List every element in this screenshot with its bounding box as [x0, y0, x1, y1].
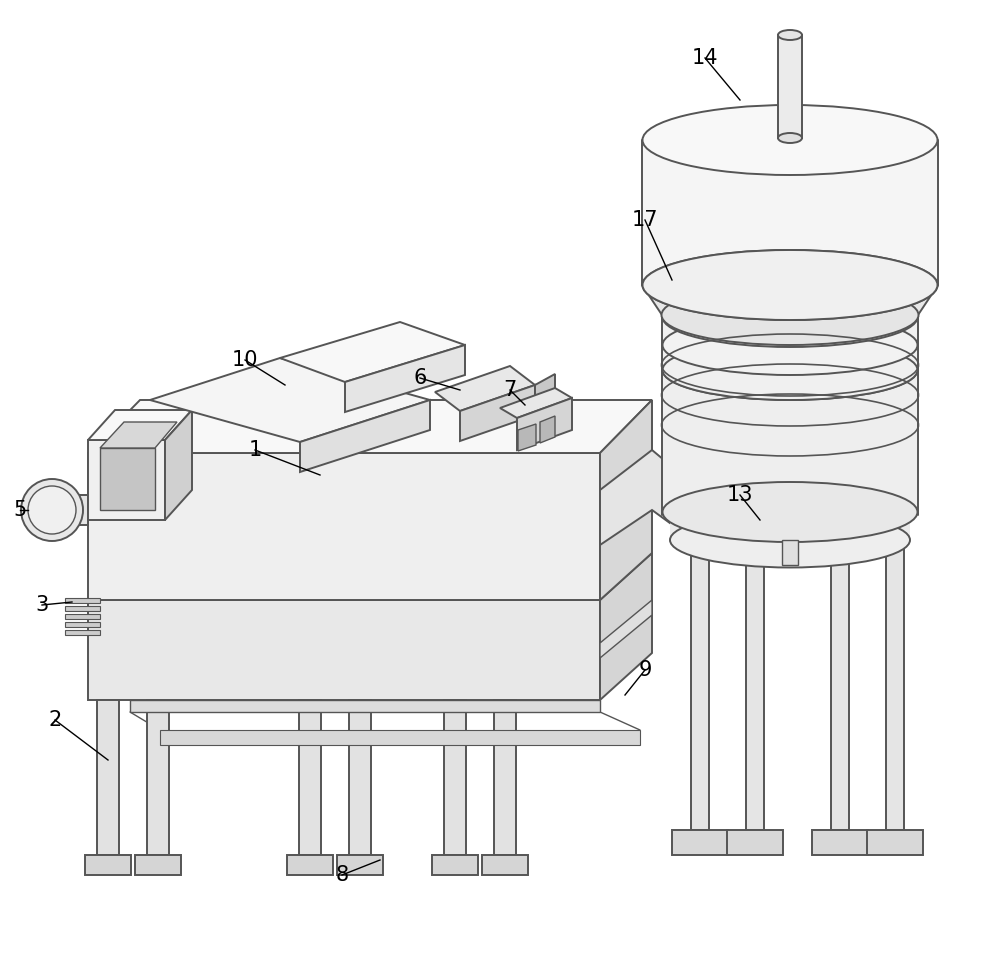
Polygon shape [160, 730, 640, 745]
Polygon shape [337, 855, 383, 875]
Ellipse shape [662, 287, 918, 347]
Ellipse shape [662, 482, 918, 542]
Ellipse shape [778, 133, 802, 143]
Polygon shape [85, 855, 131, 875]
Text: 14: 14 [692, 48, 718, 68]
Polygon shape [65, 622, 100, 627]
Text: 7: 7 [503, 380, 517, 400]
Polygon shape [778, 35, 802, 138]
Polygon shape [812, 830, 868, 855]
Polygon shape [88, 410, 192, 440]
Polygon shape [831, 530, 849, 830]
Polygon shape [662, 317, 918, 370]
Text: 6: 6 [413, 368, 427, 388]
Polygon shape [672, 830, 728, 855]
Polygon shape [746, 530, 764, 830]
Polygon shape [600, 450, 700, 545]
Polygon shape [444, 700, 466, 855]
Polygon shape [482, 855, 528, 875]
Polygon shape [642, 285, 938, 315]
Polygon shape [65, 606, 100, 611]
Polygon shape [600, 400, 652, 600]
Polygon shape [662, 340, 918, 512]
Polygon shape [88, 453, 600, 600]
Ellipse shape [642, 250, 938, 320]
Text: 5: 5 [13, 500, 27, 520]
Polygon shape [500, 388, 572, 418]
Ellipse shape [662, 340, 918, 400]
Polygon shape [642, 140, 938, 285]
Polygon shape [100, 448, 155, 510]
Ellipse shape [28, 486, 76, 534]
Text: 1: 1 [248, 440, 262, 460]
Ellipse shape [670, 512, 910, 567]
Polygon shape [349, 700, 371, 855]
Polygon shape [460, 385, 535, 441]
Polygon shape [280, 322, 465, 382]
Text: 3: 3 [35, 595, 49, 615]
Polygon shape [345, 345, 465, 412]
Polygon shape [782, 540, 798, 565]
Polygon shape [600, 600, 652, 658]
Polygon shape [287, 855, 333, 875]
Polygon shape [65, 614, 100, 619]
Polygon shape [165, 410, 192, 520]
Polygon shape [670, 512, 910, 540]
Ellipse shape [662, 285, 918, 345]
Polygon shape [65, 598, 100, 603]
Polygon shape [299, 700, 321, 855]
Polygon shape [97, 700, 119, 855]
Ellipse shape [642, 250, 938, 320]
Polygon shape [52, 495, 88, 525]
Text: 13: 13 [727, 485, 753, 505]
Ellipse shape [662, 340, 918, 400]
Polygon shape [150, 358, 430, 442]
Polygon shape [100, 422, 177, 448]
Polygon shape [727, 830, 783, 855]
Polygon shape [88, 440, 165, 520]
Polygon shape [88, 553, 652, 600]
Ellipse shape [21, 479, 83, 541]
Polygon shape [535, 374, 555, 415]
Text: 9: 9 [638, 660, 652, 680]
Polygon shape [691, 530, 709, 830]
Ellipse shape [778, 30, 802, 40]
Ellipse shape [642, 105, 938, 175]
Polygon shape [518, 424, 536, 451]
Ellipse shape [662, 315, 918, 375]
Polygon shape [432, 855, 478, 875]
Polygon shape [435, 366, 535, 411]
Polygon shape [65, 630, 100, 635]
Polygon shape [540, 416, 555, 443]
Text: 10: 10 [232, 350, 258, 370]
Text: 17: 17 [632, 210, 658, 230]
Polygon shape [135, 855, 181, 875]
Polygon shape [742, 490, 758, 540]
Text: 2: 2 [48, 710, 62, 730]
Polygon shape [494, 700, 516, 855]
Polygon shape [300, 400, 430, 472]
Polygon shape [88, 600, 600, 700]
Ellipse shape [670, 484, 910, 539]
Polygon shape [886, 530, 904, 830]
Polygon shape [600, 553, 652, 700]
Polygon shape [147, 700, 169, 855]
Polygon shape [130, 700, 600, 712]
Polygon shape [867, 830, 923, 855]
Polygon shape [88, 400, 652, 453]
Text: 8: 8 [335, 865, 349, 885]
Polygon shape [517, 398, 572, 450]
